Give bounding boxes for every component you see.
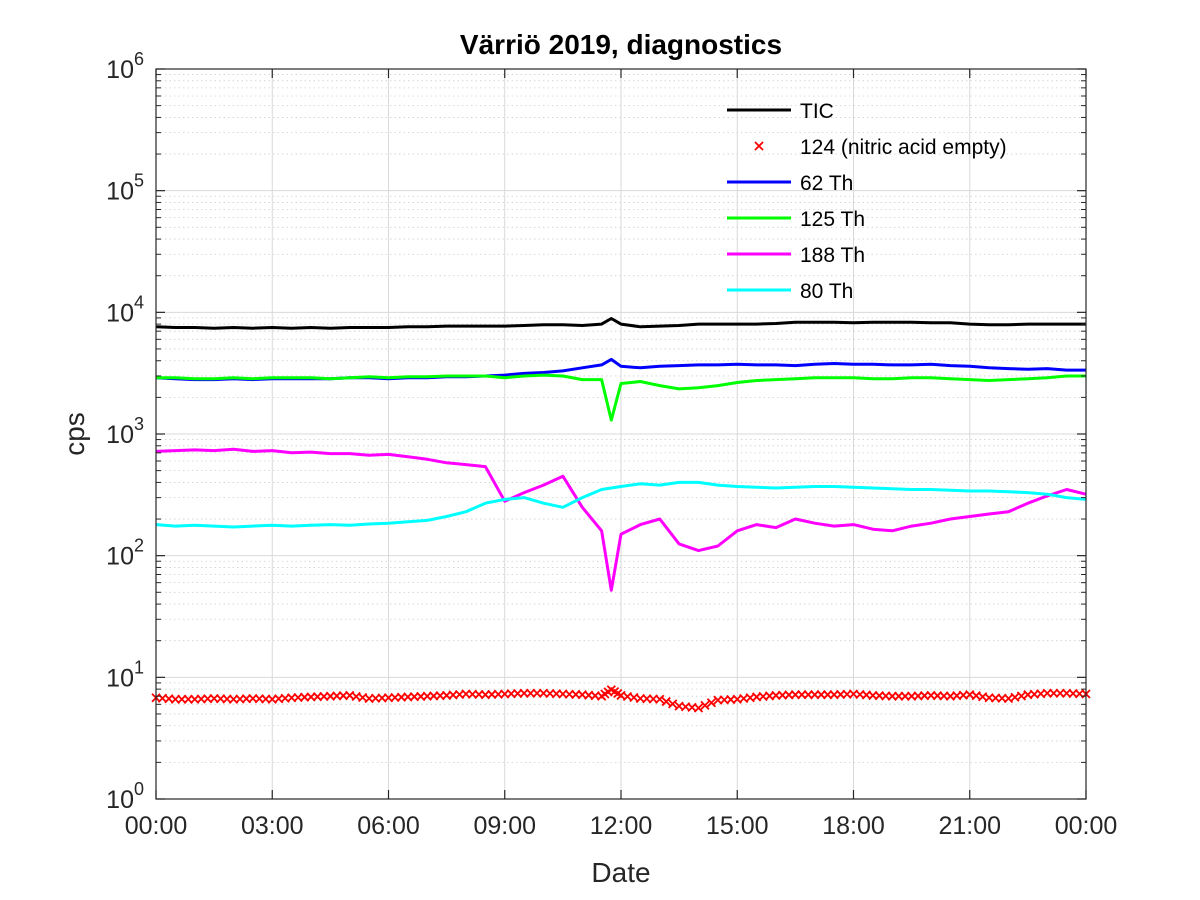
- legend-label: 188 Th: [800, 244, 865, 267]
- x-axis-label: Date: [591, 857, 650, 888]
- x-tick-label: 09:00: [473, 812, 536, 840]
- series-5: [155, 447, 1087, 592]
- series-line: [155, 317, 1086, 330]
- y-tick-label: 101: [106, 657, 144, 692]
- major-grid: [156, 69, 1086, 799]
- legend-label: TIC: [800, 100, 834, 123]
- y-tick-label: 103: [106, 414, 144, 449]
- legend-label: 62 Th: [800, 172, 853, 195]
- x-tick-labels: 00:00 03:00 06:00 09:00 12:00 15:00 18:00 21:00…: [125, 812, 1118, 840]
- x-tick-label: 21:00: [938, 812, 1001, 840]
- y-tick-label: 104: [106, 292, 144, 327]
- series-line: [155, 480, 1087, 529]
- y-tick-label: 100: [106, 779, 144, 814]
- legend-item: 124 (nitric acid empty): [754, 136, 1007, 159]
- x-tick-label: 00:00: [1055, 812, 1118, 840]
- axis-ticks: [155, 68, 1087, 800]
- legend: TIC 124 (nitric acid empty) 62 Th 125 Th 188…: [727, 100, 1007, 303]
- data-point: [693, 703, 704, 713]
- data-point: [700, 700, 710, 710]
- legend-item: 188 Th: [727, 244, 865, 267]
- data-point: [668, 699, 678, 709]
- series-6: [155, 480, 1087, 529]
- x-tick-label: 03:00: [241, 812, 304, 840]
- data-point: [706, 698, 717, 708]
- legend-item: 80 Th: [727, 280, 853, 303]
- series-layer: [151, 317, 1091, 713]
- y-tick-label: 102: [106, 536, 144, 571]
- x-tick-label: 18:00: [822, 812, 885, 840]
- y-axis-label: cps: [59, 412, 90, 456]
- legend-item: TIC: [727, 100, 834, 123]
- y-tick-labels: 100 101 102 103 104 105 106: [106, 49, 144, 814]
- legend-label: 80 Th: [800, 280, 853, 303]
- series-2: [151, 685, 1091, 713]
- data-point: [661, 696, 671, 707]
- data-point: [655, 694, 665, 704]
- legend-marker: [754, 141, 764, 151]
- series-1: [155, 317, 1086, 330]
- x-tick-label: 15:00: [706, 812, 769, 840]
- x-tick-label: 00:00: [125, 812, 188, 840]
- y-tick-label: 105: [106, 171, 144, 206]
- x-tick-label: 12:00: [590, 812, 653, 840]
- chart-title: Värriö 2019, diagnostics: [460, 29, 782, 60]
- y-tick-label: 106: [106, 49, 144, 84]
- legend-label: 124 (nitric acid empty): [800, 136, 1007, 159]
- series-line: [156, 373, 1086, 422]
- series-4: [156, 373, 1086, 422]
- legend-label: 125 Th: [800, 208, 865, 231]
- legend-item: 125 Th: [727, 208, 865, 231]
- legend-item: 62 Th: [727, 172, 853, 195]
- series-line: [155, 447, 1087, 592]
- x-tick-label: 06:00: [357, 812, 420, 840]
